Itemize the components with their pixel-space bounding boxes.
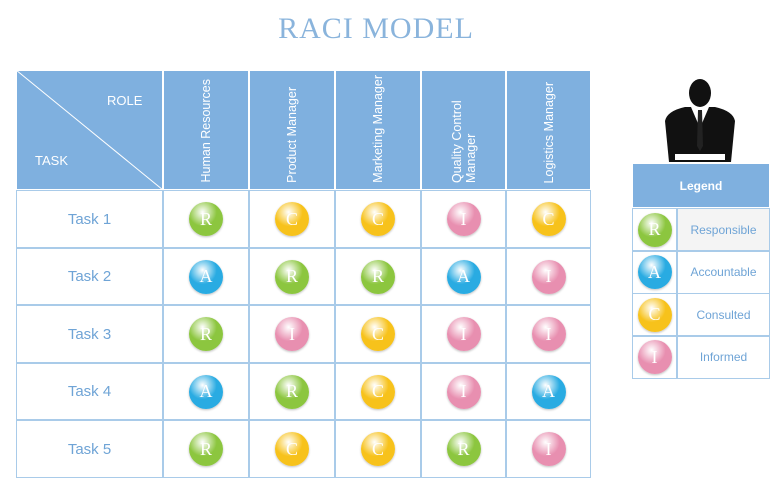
raci-badge: I <box>446 317 481 351</box>
role-label: Quality Control Manager <box>449 100 478 183</box>
raci-badge: C <box>361 432 395 466</box>
task-cell: Task 2 <box>16 248 163 305</box>
raci-badge: R <box>446 432 481 466</box>
role-label: Marketing Manager <box>371 75 385 183</box>
raci-badge: R <box>189 317 223 351</box>
task-cell: Task 5 <box>16 420 163 478</box>
legend-label: Responsible <box>677 208 770 251</box>
raci-badge: R <box>275 259 309 294</box>
raci-cell: C <box>249 420 335 478</box>
raci-badge: I <box>531 432 566 466</box>
corner-header: ROLE TASK <box>16 70 163 190</box>
raci-badge: C <box>361 317 395 351</box>
raci-cell: C <box>249 190 335 248</box>
raci-badge: R <box>361 259 395 294</box>
raci-cell: A <box>163 363 249 420</box>
raci-cell: C <box>335 190 421 248</box>
raci-badge: C <box>531 202 566 236</box>
role-header: ROLE <box>107 93 143 108</box>
person-icon <box>665 79 735 162</box>
raci-badge: A <box>446 259 481 294</box>
raci-cell: R <box>249 363 335 420</box>
raci-cell: R <box>421 420 506 478</box>
raci-badge: R <box>275 374 309 409</box>
role-header: Human Resources <box>163 70 249 190</box>
raci-cell: C <box>335 363 421 420</box>
role-label: Product Manager <box>285 87 299 183</box>
raci-badge: I <box>446 202 481 236</box>
raci-badge: I <box>531 259 566 294</box>
raci-badge: R <box>189 432 223 466</box>
raci-cell: C <box>335 420 421 478</box>
raci-badge: I <box>446 374 481 409</box>
raci-cell: I <box>421 190 506 248</box>
raci-cell: A <box>506 363 591 420</box>
raci-badge: C <box>637 297 672 332</box>
role-header: Logistics Manager <box>506 70 591 190</box>
raci-badge: A <box>531 374 566 409</box>
raci-badge: A <box>189 374 223 409</box>
raci-cell: I <box>249 305 335 363</box>
raci-badge: C <box>361 202 395 236</box>
raci-badge: I <box>275 317 309 351</box>
legend-title: Legend <box>632 163 770 208</box>
raci-cell: I <box>506 248 591 305</box>
task-cell: Task 1 <box>16 190 163 248</box>
raci-badge: C <box>275 202 309 236</box>
raci-cell: R <box>163 420 249 478</box>
raci-badge: R <box>637 212 672 247</box>
task-header: TASK <box>35 153 68 168</box>
raci-cell: A <box>163 248 249 305</box>
raci-cell: R <box>163 190 249 248</box>
legend-icon-cell: C <box>632 293 677 336</box>
raci-badge: I <box>531 317 566 351</box>
raci-cell: R <box>335 248 421 305</box>
raci-cell: A <box>421 248 506 305</box>
legend-label: Accountable <box>677 250 770 294</box>
task-cell: Task 4 <box>16 363 163 420</box>
raci-cell: C <box>506 190 591 248</box>
role-header: Product Manager <box>249 70 335 190</box>
legend-label: Consulted <box>677 293 770 336</box>
diagonal <box>16 70 163 190</box>
raci-cell: R <box>249 248 335 305</box>
task-cell: Task 3 <box>16 305 163 363</box>
raci-cell: I <box>421 305 506 363</box>
raci-badge: A <box>637 255 672 289</box>
title: RACI MODEL <box>278 12 474 45</box>
raci-cell: R <box>163 305 249 363</box>
role-label: Human Resources <box>199 79 213 183</box>
raci-cell: C <box>335 305 421 363</box>
legend-label: Informed <box>677 335 770 379</box>
raci-cell: I <box>506 305 591 363</box>
role-header: Marketing Manager <box>335 70 421 190</box>
raci-badge: A <box>189 259 223 294</box>
raci-badge: I <box>637 340 672 374</box>
raci-badge: C <box>275 432 309 466</box>
raci-badge: R <box>189 202 223 236</box>
raci-cell: I <box>421 363 506 420</box>
role-label: Logistics Manager <box>541 81 556 183</box>
raci-badge: C <box>361 374 395 409</box>
raci-cell: I <box>506 420 591 478</box>
role-header: Quality Control Manager <box>421 70 506 190</box>
legend-icon-cell: I <box>632 335 677 379</box>
legend-icon-cell: R <box>632 208 677 251</box>
legend-icon-cell: A <box>632 250 677 294</box>
